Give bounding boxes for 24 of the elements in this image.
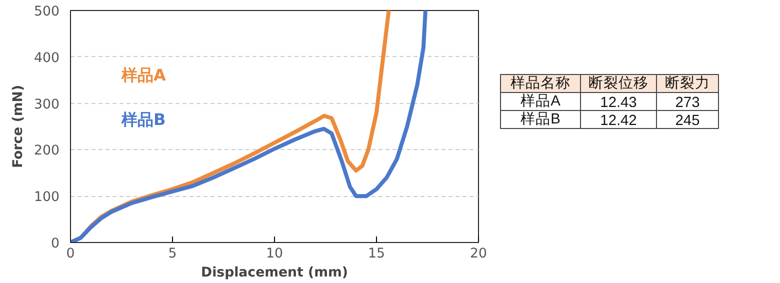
y-tick-label: 0	[51, 236, 60, 252]
x-tick-label: 10	[266, 246, 283, 262]
text: 样品名称	[510, 74, 570, 92]
y-tick-label: 100	[34, 190, 60, 206]
y-tick-label: 300	[34, 97, 60, 112]
text: 样品A	[520, 92, 561, 110]
y-tick-label: 200	[34, 144, 60, 159]
text: 12.42	[600, 113, 637, 130]
text: 样品B	[120, 110, 166, 129]
x-tick-label: 5	[168, 246, 177, 262]
x-tick-label: 0	[66, 246, 75, 262]
y-axis-title: Force (mN)	[11, 84, 26, 168]
text: 断裂位移	[588, 74, 648, 92]
text: 245	[675, 113, 700, 130]
text: 12.43	[600, 94, 637, 111]
y-tick-label: 400	[34, 50, 60, 66]
x-tick-label: 20	[470, 246, 487, 262]
x-axis-title: Displacement (mm)	[201, 266, 348, 280]
text: 273	[675, 94, 700, 111]
y-tick-label: 500	[34, 4, 60, 20]
text: 断裂力	[665, 74, 710, 92]
x-tick-label: 15	[368, 246, 385, 262]
text: 样品B	[520, 110, 560, 128]
text: 样品A	[120, 66, 166, 85]
